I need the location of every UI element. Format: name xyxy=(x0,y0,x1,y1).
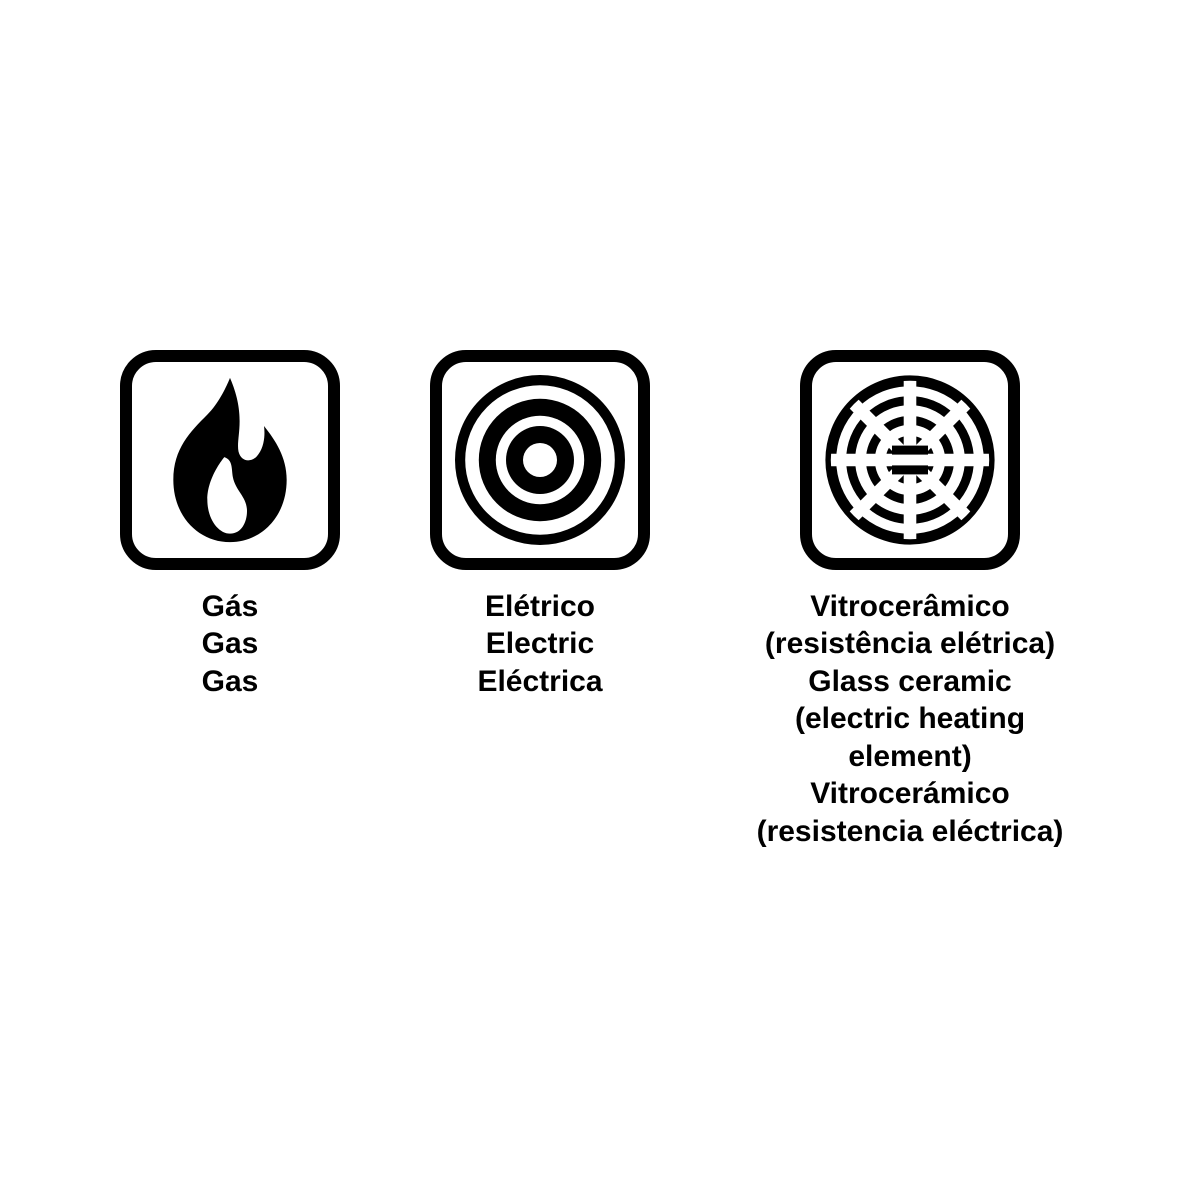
flame-icon xyxy=(155,375,305,545)
label-text: Gás xyxy=(202,588,259,626)
electric-coil-icon xyxy=(455,375,625,545)
item-electric: Elétrico Electric Eléctrica xyxy=(430,350,650,701)
labels-glass-ceramic: Vitrocerâmico (resistência elétrica) Gla… xyxy=(740,588,1080,851)
icon-box-glass-ceramic xyxy=(800,350,1020,570)
label-text: Gas xyxy=(202,663,259,701)
label-text: (electric heating element) xyxy=(740,700,1080,775)
icon-box-gas xyxy=(120,350,340,570)
heat-source-row: Gás Gas Gas Elétrico Electric Eléctrica xyxy=(120,350,1080,851)
label-text: Gas xyxy=(202,625,259,663)
glass-ceramic-icon xyxy=(820,370,1000,550)
label-text: Vitrocerâmico xyxy=(740,588,1080,626)
label-text: Vitrocerámico xyxy=(740,775,1080,813)
item-glass-ceramic: Vitrocerâmico (resistência elétrica) Gla… xyxy=(740,350,1080,851)
label-text: Eléctrica xyxy=(477,663,602,701)
icon-box-electric xyxy=(430,350,650,570)
label-text: Elétrico xyxy=(477,588,602,626)
labels-electric: Elétrico Electric Eléctrica xyxy=(477,588,602,701)
labels-gas: Gás Gas Gas xyxy=(202,588,259,701)
item-gas: Gás Gas Gas xyxy=(120,350,340,701)
label-text: (resistência elétrica) xyxy=(740,625,1080,663)
label-text: Electric xyxy=(477,625,602,663)
label-text: (resistencia eléctrica) xyxy=(740,813,1080,851)
label-text: Glass ceramic xyxy=(740,663,1080,701)
